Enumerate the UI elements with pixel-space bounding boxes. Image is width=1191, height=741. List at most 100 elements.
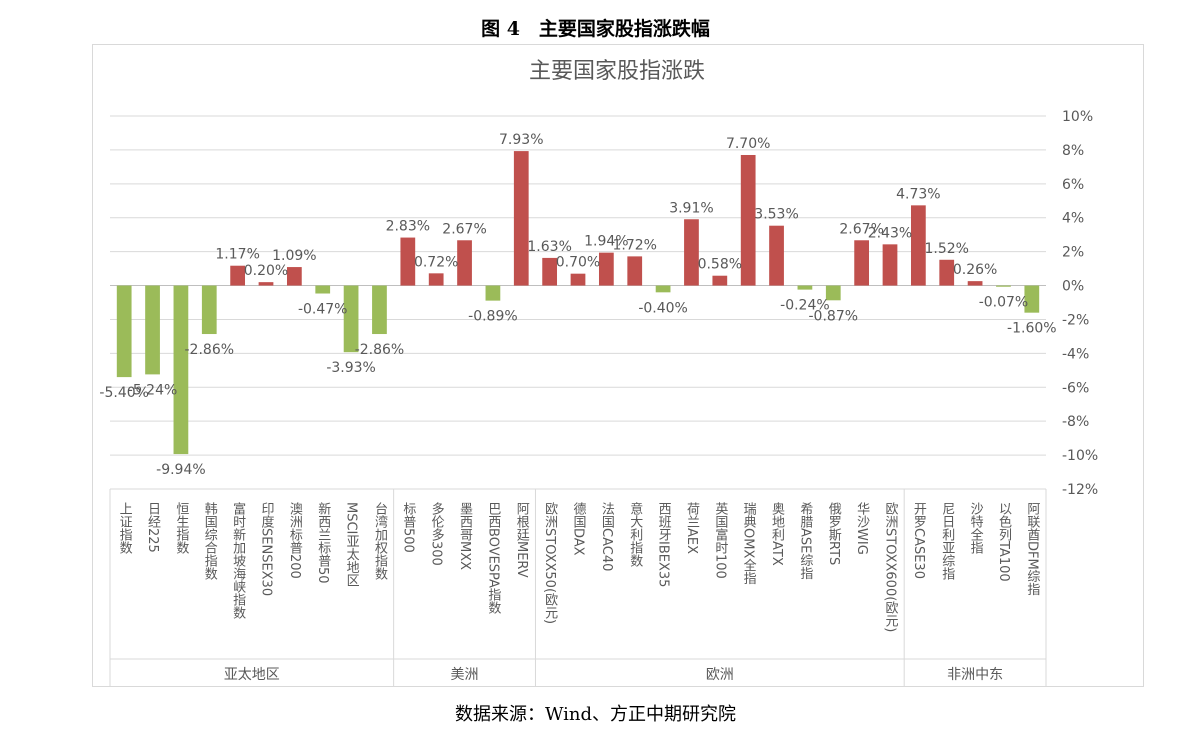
y-tick-label: 2% — [1062, 245, 1084, 261]
data-label: 1.63% — [527, 239, 571, 255]
category-label: 上证指数 — [117, 502, 133, 554]
data-label: -0.07% — [979, 295, 1029, 311]
category-label: 恒生指数 — [173, 502, 189, 554]
data-label: 1.72% — [612, 237, 656, 253]
bar — [655, 285, 671, 293]
group-labels: 亚太地区 美洲 欧洲 非洲中东 — [109, 489, 1047, 687]
bar — [428, 273, 444, 286]
category-label: 法国CAC40 — [599, 502, 615, 571]
bar — [343, 285, 359, 353]
data-label: 4.73% — [896, 186, 940, 202]
bars — [116, 151, 1040, 455]
bar — [939, 259, 955, 286]
data-label: -9.94% — [156, 462, 206, 478]
bar — [315, 285, 331, 294]
y-tick-label: -6% — [1062, 380, 1089, 396]
category-label: 沙特全指 — [968, 502, 984, 554]
category-label: 欧洲STOXX600(欧元) — [883, 502, 899, 632]
bar — [769, 225, 784, 286]
chart-title: 主要国家股指涨跌 — [529, 59, 705, 84]
y-tick-label: -12% — [1062, 482, 1098, 498]
data-label: -0.87% — [809, 308, 859, 324]
bar — [173, 285, 189, 455]
data-label: -5.40% — [99, 385, 149, 401]
data-label: 0.72% — [414, 254, 458, 270]
category-label: 以色列TA100 — [996, 502, 1012, 582]
data-label: 7.70% — [726, 136, 770, 152]
category-label: 英国富时100 — [712, 502, 728, 579]
category-label: 新西兰标普50 — [315, 501, 331, 583]
data-labels: -5.40%-5.24% -9.94% -2.86% 1.17%0.20%1.09% -… — [99, 132, 1056, 478]
category-label: 阿联酋DFM综指 — [1024, 502, 1040, 596]
category-label: 多伦多300 — [429, 501, 445, 565]
category-label: 华沙WIG — [854, 502, 870, 555]
bar — [854, 240, 870, 286]
bar — [286, 267, 302, 286]
data-label: 2.43% — [868, 225, 912, 241]
category-label: 韩国综合指数 — [202, 502, 218, 580]
bar — [712, 275, 728, 286]
category-label: 富时新加坡海峡指数 — [230, 501, 246, 619]
data-label: 0.26% — [953, 262, 997, 278]
data-label: 3.53% — [754, 207, 798, 223]
data-label: 2.67% — [442, 221, 486, 237]
data-label: -5.24% — [128, 382, 178, 398]
bar — [145, 285, 160, 375]
category-label: 澳洲标普200 — [287, 501, 303, 578]
group-label: 亚太地区 — [224, 667, 280, 683]
bar — [684, 219, 699, 286]
bar — [797, 285, 813, 290]
data-label: -3.93% — [326, 360, 376, 376]
bar — [513, 151, 529, 286]
category-label: 西班牙IBEX35 — [656, 502, 672, 587]
source-note: 数据来源：Wind、方正中期研究院 — [454, 704, 737, 725]
data-label: -1.60% — [1007, 321, 1057, 337]
category-label: 巴西BOVESPA指数 — [485, 502, 501, 614]
bar — [372, 285, 387, 335]
bar — [258, 282, 274, 286]
data-label: -0.40% — [638, 300, 688, 316]
bar — [201, 285, 217, 335]
category-labels: 上证指数 日经225 恒生指数 韩国综合指数 富时新加坡海峡指数 印度SENSEX30 澳洲… — [117, 501, 1040, 632]
category-label: 瑞典OMX全指 — [741, 502, 757, 585]
data-label: 1.17% — [215, 247, 259, 263]
category-label: 印度SENSEX30 — [259, 502, 275, 596]
data-label: 0.58% — [698, 257, 742, 273]
y-tick-label: -2% — [1062, 312, 1089, 328]
data-label: 2.83% — [386, 219, 430, 235]
figure-caption: 图 4 主要国家股指涨跌幅 — [481, 18, 710, 40]
data-label: 0.70% — [556, 255, 600, 271]
y-tick-label: -8% — [1062, 414, 1089, 430]
bar — [740, 154, 756, 286]
category-label: 意大利指数 — [627, 501, 643, 567]
data-label: 3.91% — [669, 200, 713, 216]
bar — [996, 285, 1011, 287]
category-label: 阿根廷MERV — [514, 502, 530, 578]
data-label: -2.86% — [355, 342, 405, 358]
bar — [457, 240, 472, 286]
bar — [485, 285, 501, 301]
y-tick-label: -4% — [1062, 346, 1089, 362]
bar — [967, 281, 983, 286]
data-label: 1.94% — [584, 234, 628, 250]
category-label: 日经225 — [145, 502, 161, 553]
bar — [400, 237, 416, 286]
y-tick-label: -10% — [1062, 448, 1098, 464]
category-label: 开罗CASE30 — [911, 502, 927, 579]
category-label: 墨西哥MXX — [457, 502, 473, 570]
category-label: 标普500 — [400, 502, 416, 553]
data-label: 1.52% — [924, 241, 968, 257]
data-label: -0.24% — [780, 298, 830, 314]
group-label: 美洲 — [451, 667, 479, 683]
data-label: -2.86% — [185, 342, 235, 358]
group-label: 非洲中东 — [947, 667, 1003, 683]
data-label: 1.09% — [272, 248, 316, 264]
chart-frame — [92, 44, 1144, 687]
category-label: 奥地利ATX — [769, 502, 785, 566]
data-label: -0.89% — [468, 309, 518, 325]
category-label: MSCI亚太地区 — [344, 502, 360, 587]
category-label: 俄罗斯RTS — [826, 502, 842, 565]
data-label: 2.67% — [839, 221, 883, 237]
y-tick-label: 0% — [1062, 279, 1084, 295]
